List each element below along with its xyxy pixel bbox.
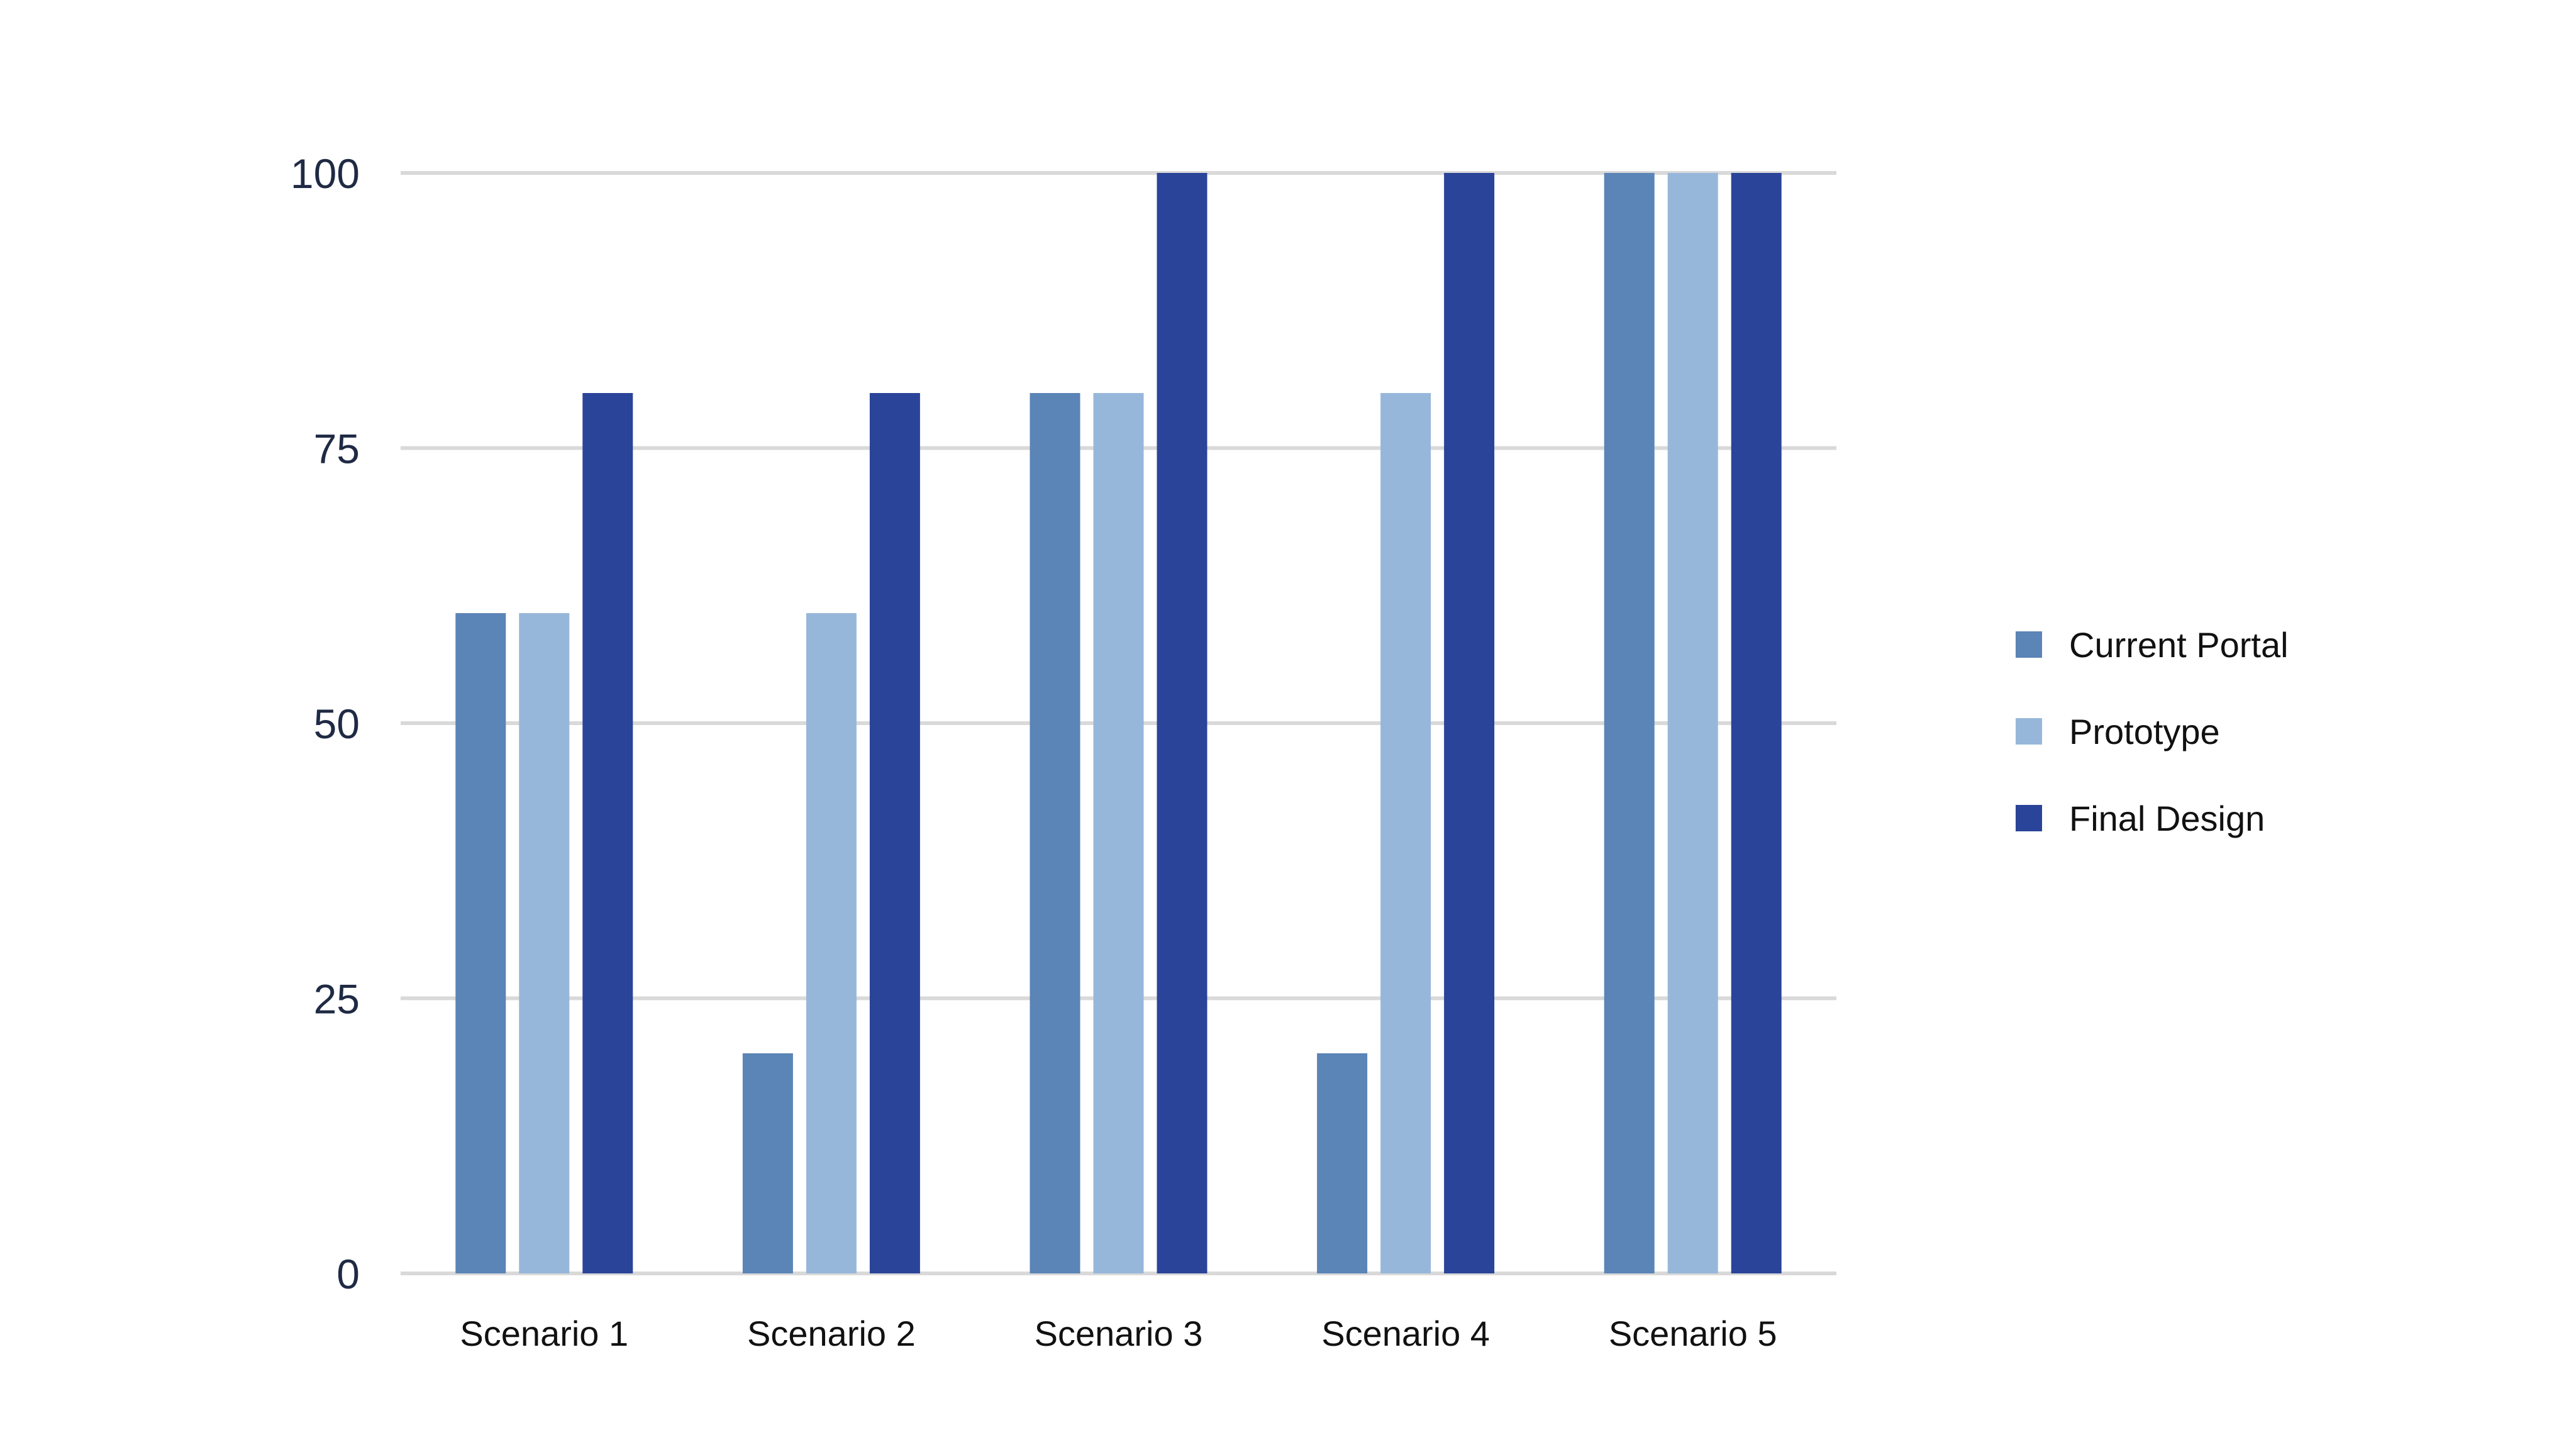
x-tick-label: Scenario 2 <box>747 1314 916 1353</box>
legend-label: Final Design <box>2069 799 2265 838</box>
bar-current-portal-scenario-4 <box>1317 1053 1368 1273</box>
x-tick-label: Scenario 3 <box>1035 1314 1203 1353</box>
legend-item: Prototype <box>2016 712 2220 751</box>
bar-final-design-scenario-2 <box>869 393 920 1273</box>
y-tick-label: 25 <box>314 976 360 1022</box>
bar-prototype-scenario-2 <box>806 613 857 1273</box>
bar-prototype-scenario-3 <box>1093 393 1144 1273</box>
legend-item: Current Portal <box>2016 625 2289 665</box>
legend-item: Final Design <box>2016 799 2265 838</box>
bar-final-design-scenario-1 <box>582 393 633 1273</box>
bar-current-portal-scenario-3 <box>1030 393 1080 1273</box>
y-tick-label: 50 <box>314 701 360 747</box>
bar-prototype-scenario-5 <box>1667 173 1718 1273</box>
bar-current-portal-scenario-1 <box>455 613 506 1273</box>
legend-label: Current Portal <box>2069 625 2289 665</box>
legend: Current Portal Prototype Final Design <box>2016 625 2289 838</box>
bar-prototype-scenario-4 <box>1380 393 1431 1273</box>
bar-final-design-scenario-3 <box>1157 173 1208 1273</box>
y-axis-ticks: 0 25 50 75 100 <box>291 150 360 1297</box>
y-tick-label: 0 <box>336 1251 360 1297</box>
legend-swatch <box>2016 631 2042 658</box>
bar-current-portal-scenario-5 <box>1604 173 1655 1273</box>
bar-current-portal-scenario-2 <box>742 1053 793 1273</box>
y-tick-label: 75 <box>314 426 360 472</box>
y-tick-label: 100 <box>291 150 360 197</box>
bars <box>455 173 1782 1273</box>
bar-prototype-scenario-1 <box>519 613 570 1273</box>
x-tick-label: Scenario 5 <box>1609 1314 1777 1353</box>
x-axis-ticks: Scenario 1 Scenario 2 Scenario 3 Scenario 4… <box>460 1314 1777 1353</box>
bar-final-design-scenario-5 <box>1731 173 1782 1273</box>
x-tick-label: Scenario 4 <box>1321 1314 1490 1353</box>
legend-label: Prototype <box>2069 712 2220 751</box>
x-tick-label: Scenario 1 <box>460 1314 628 1353</box>
bar-final-design-scenario-4 <box>1444 173 1495 1273</box>
legend-swatch <box>2016 718 2042 745</box>
legend-swatch <box>2016 805 2042 831</box>
